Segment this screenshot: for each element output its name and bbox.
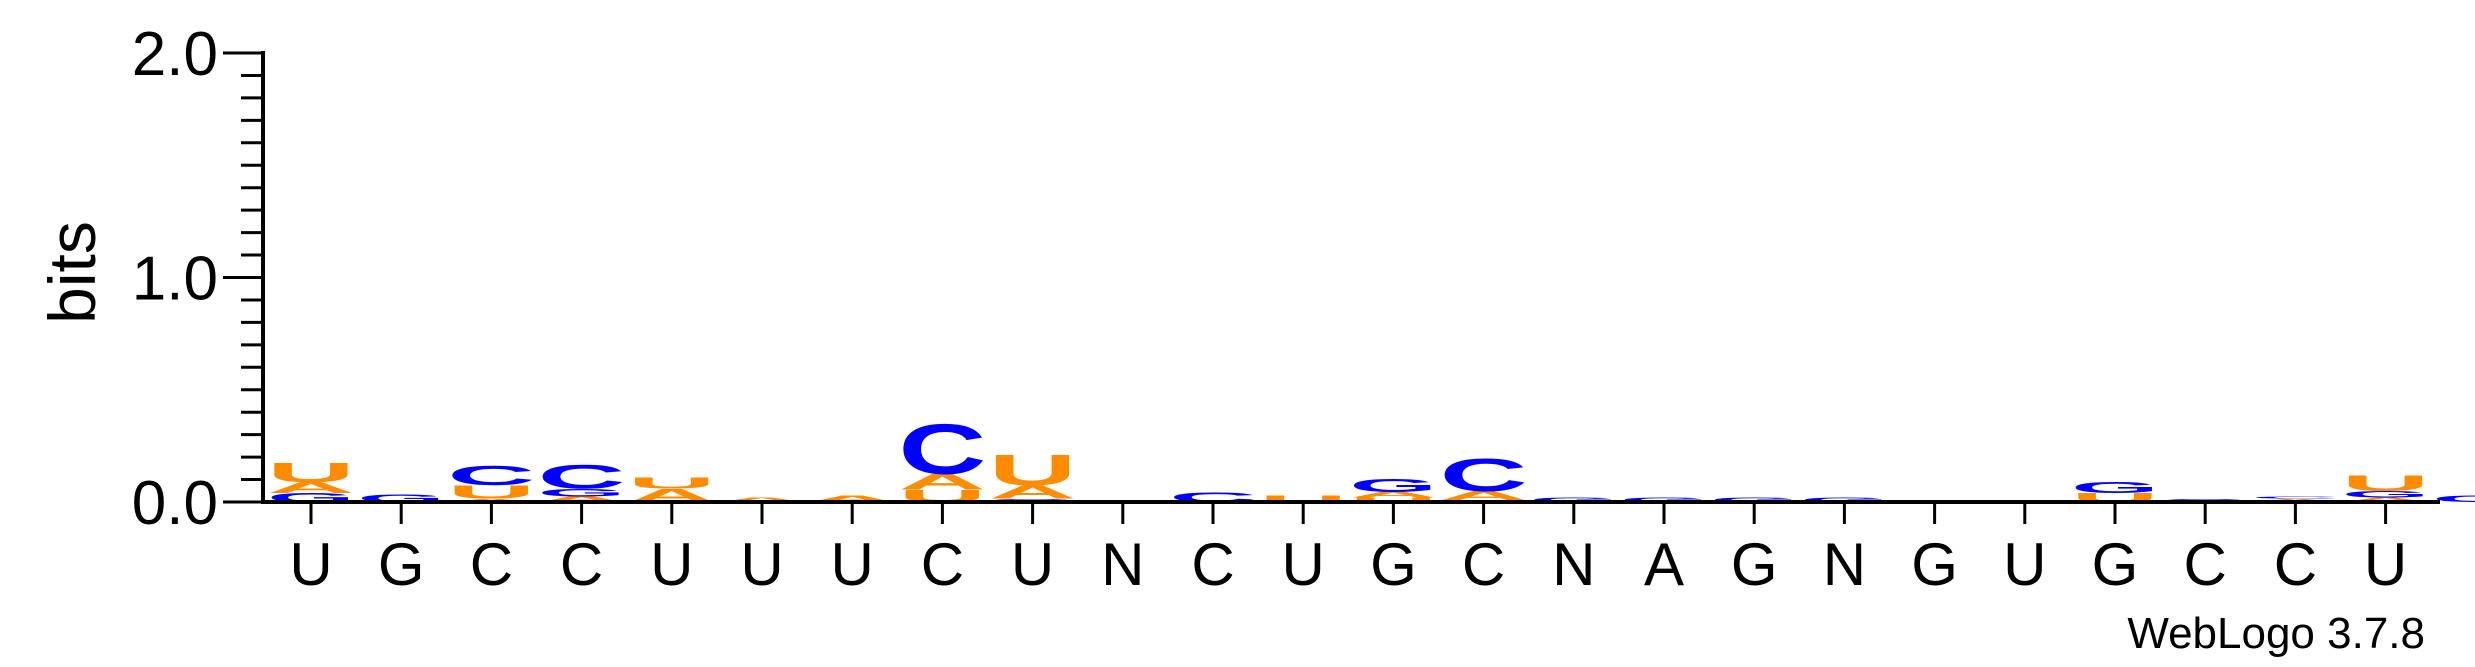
logo-letter-U: U xyxy=(447,482,535,503)
y-tick-label: 2.0 xyxy=(132,20,218,89)
logo-letter-C: C xyxy=(538,457,626,495)
x-tick-label: C xyxy=(1191,531,1234,598)
logo-letter-A: A xyxy=(898,470,986,494)
x-tick-label: C xyxy=(2184,531,2227,598)
logo-letter-C: C xyxy=(447,460,535,491)
x-tick-label: C xyxy=(560,531,603,598)
logo-letter-A: A xyxy=(989,482,1077,503)
y-tick-label: 0.0 xyxy=(132,469,218,538)
x-tick-label: N xyxy=(1552,531,1595,598)
x-tick-label: C xyxy=(2274,531,2317,598)
logo-letter-U: U xyxy=(1259,494,1347,504)
logo-letter-U: U xyxy=(1349,496,1437,503)
logo-letter-U: U xyxy=(989,446,1077,495)
logo-letter-C: C xyxy=(1440,448,1528,501)
x-tick-label: C xyxy=(470,531,513,598)
x-tick-label: U xyxy=(2003,531,2046,598)
x-tick-label: G xyxy=(1731,531,1778,598)
logo-letter-A: A xyxy=(1440,489,1528,503)
logo-letter-A: A xyxy=(718,496,806,503)
logo-letter-G: G xyxy=(2342,489,2430,499)
x-tick-label: G xyxy=(1911,531,1958,598)
x-tick-label: A xyxy=(1644,531,1684,598)
x-tick-label: U xyxy=(1011,531,1054,598)
x-tick-label: N xyxy=(1101,531,1144,598)
x-tick-label: U xyxy=(831,531,874,598)
logo-letter-C: C xyxy=(2432,494,2475,504)
logo-letter-G: G xyxy=(1620,496,1708,503)
logo-letter-U: U xyxy=(2342,471,2430,495)
logo-letter-U: U xyxy=(628,475,716,492)
y-tick-label: 1.0 xyxy=(132,245,218,314)
weblogo-credit: WebLogo 3.7.8 xyxy=(2127,609,2425,658)
x-tick-label: U xyxy=(2364,531,2407,598)
logo-letter-G: G xyxy=(538,487,626,499)
y-axis-label: bits xyxy=(35,221,109,324)
letter-stacks: GAUGAUCAGCAUAAUACGAUCUUAGGACGGGGUUGGACAG… xyxy=(267,409,2475,506)
logo-letter-A: A xyxy=(808,494,896,504)
logo-letter-U: U xyxy=(267,456,355,487)
logo-letter-G: G xyxy=(1349,475,1437,496)
x-tick-label: G xyxy=(378,531,425,598)
logo-letter-C: C xyxy=(2251,496,2339,499)
x-tick-label: G xyxy=(1370,531,1417,598)
x-tick-label: U xyxy=(289,531,332,598)
logo-letter-A: A xyxy=(538,495,626,504)
logo-letter-A: A xyxy=(1349,491,1437,500)
x-tick-label: U xyxy=(740,531,783,598)
y-axis-ticks: 0.0 1.0 2.0 xyxy=(132,20,263,538)
logo-letter-A: A xyxy=(267,479,355,496)
logo-letter-G: G xyxy=(1800,496,1888,503)
logo-letter-A: A xyxy=(2342,496,2430,503)
x-tick-label: U xyxy=(1282,531,1325,598)
x-tick-label: C xyxy=(921,531,964,598)
logo-letter-G: G xyxy=(2071,479,2159,496)
x-tick-label: N xyxy=(1823,531,1866,598)
logo-letter-G: G xyxy=(1710,496,1798,503)
logo-letter-G: G xyxy=(1530,496,1618,503)
x-tick-label: G xyxy=(2092,531,2139,598)
x-tick-label: C xyxy=(1462,531,1505,598)
x-tick-label: U xyxy=(650,531,693,598)
logo-letter-C: C xyxy=(898,409,986,489)
